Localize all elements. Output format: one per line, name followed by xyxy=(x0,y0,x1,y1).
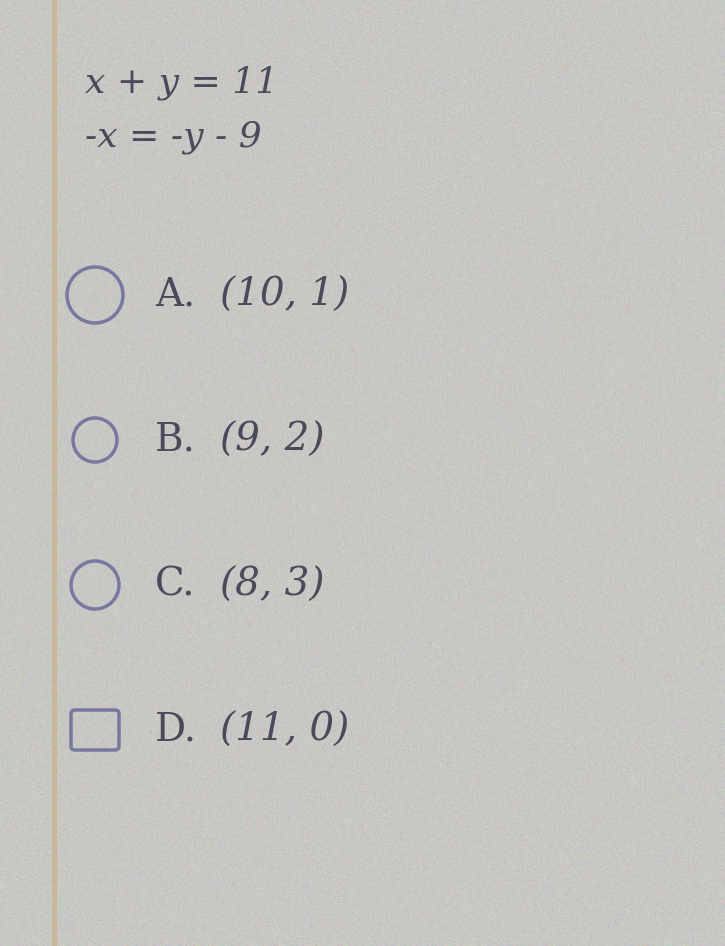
Text: (8, 3): (8, 3) xyxy=(220,567,325,604)
Bar xyxy=(52,0,57,946)
Text: -x = -y - 9: -x = -y - 9 xyxy=(85,120,262,154)
Text: x + y = 11: x + y = 11 xyxy=(85,65,278,99)
Text: B.: B. xyxy=(155,422,196,459)
Text: A.: A. xyxy=(155,276,195,313)
Text: D.: D. xyxy=(155,711,197,748)
Text: (11, 0): (11, 0) xyxy=(220,711,349,748)
Text: C.: C. xyxy=(155,567,196,604)
Text: (10, 1): (10, 1) xyxy=(220,276,349,313)
Text: (9, 2): (9, 2) xyxy=(220,422,325,459)
